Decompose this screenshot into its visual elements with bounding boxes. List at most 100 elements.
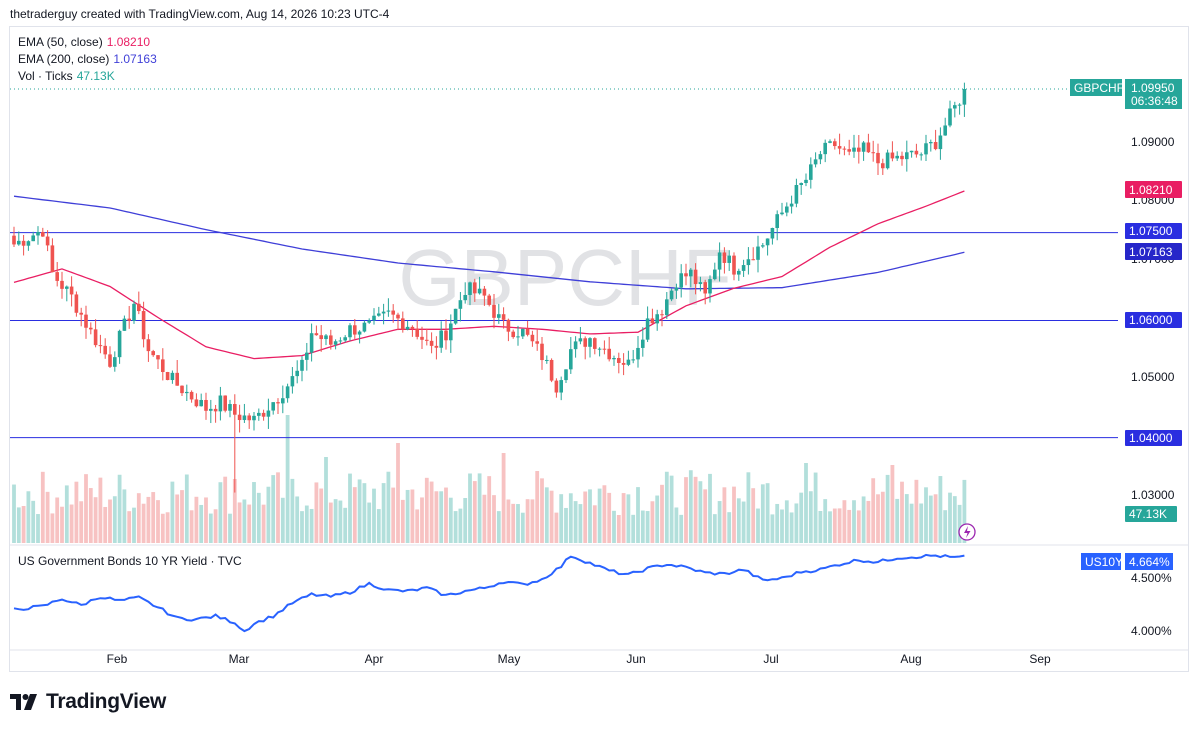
volume-bar [372,488,376,543]
volume-bar [900,481,904,543]
candle-body [458,300,463,309]
symbol-tag-bg [1070,79,1122,96]
candle [285,383,290,403]
lower-pane-title[interactable]: US Government Bonds 10 YR Yield · TVC [18,554,242,568]
candle [180,385,184,397]
time-axis-tick: Apr [365,652,384,666]
volume-bar [420,497,424,543]
tradingview-logo[interactable]: TradingView [10,690,166,714]
candle [228,399,232,418]
volume-bar [189,510,194,543]
volume-bar [679,514,684,543]
volume-bar [933,494,938,543]
volume-bar [914,479,919,543]
candle [122,315,127,331]
candle-body [453,308,458,324]
volume-bar [520,512,525,543]
candle-body [353,325,357,335]
candle [497,303,501,324]
candle [271,402,275,415]
candle-body [506,319,511,332]
candle-body [266,410,271,417]
legend-volume[interactable]: Vol · Ticks 47.13K [18,69,115,83]
volume-bar [832,508,837,543]
candle [65,285,69,302]
candle-body [669,290,674,300]
candle [41,227,45,237]
volume-bar [544,487,549,543]
candle-body [895,155,899,159]
candle [794,178,799,208]
candle [36,226,40,245]
level-tag-1: 1.07500 [1129,224,1173,238]
volume-bar [79,501,84,543]
candle [257,408,261,421]
candle-body [530,334,535,342]
candle [348,323,352,341]
volume-bar [784,500,789,543]
candle-body [650,318,655,324]
candle-body [569,349,573,370]
volume-bar [732,486,736,543]
candle [492,293,496,329]
volume-bar [775,503,780,543]
candle-body [281,398,285,404]
volume-bar [871,478,876,543]
candle [933,129,938,151]
candle-body [876,152,880,164]
volume-bar [448,497,453,543]
legend-ema50[interactable]: EMA (50, close) 1.08210 [18,35,150,49]
time-axis-tick: Jul [763,652,778,666]
candle-body [554,380,559,393]
candle-body [525,328,530,335]
candle [218,386,223,421]
candle [698,276,703,292]
candle [842,146,847,156]
volume-bar [439,491,444,543]
level-tag-2: 1.06000 [1129,313,1173,327]
candle-body [372,315,376,321]
candle [871,140,875,162]
candle [420,326,424,349]
candle-body [881,163,885,169]
volume-bar [660,484,664,543]
volume-bar [957,504,962,543]
candle [828,139,832,144]
candle [357,330,362,344]
candle [242,403,247,423]
candle [756,235,760,273]
volume-bar [823,499,828,543]
candle-body [223,395,227,411]
candle [602,340,607,355]
volume-bar [26,491,31,543]
volume-bar [444,487,448,543]
candle [405,320,410,331]
candle-body [487,295,491,305]
candle-body [559,380,563,393]
candle-body [410,326,415,329]
volume-bar [357,479,362,543]
candle [84,305,88,339]
volume-bar [84,474,88,543]
candle-body [12,235,16,245]
candle [650,308,655,324]
candle [554,378,559,398]
candle-body [890,152,895,159]
candle-body [434,345,439,348]
candle [55,261,59,287]
candle-body [957,104,962,106]
candle [103,338,107,359]
volume-bar [741,501,746,543]
legend-ema200[interactable]: EMA (200, close) 1.07163 [18,52,157,66]
candle-body [765,238,770,246]
ema200-line [13,195,965,290]
volume-bar [516,504,520,543]
candle-body [113,357,117,367]
volume-bar [352,487,357,543]
volume-bar [324,457,328,543]
candle-body [727,255,731,263]
legend-ema50-name: EMA (50, close) [18,35,103,49]
volume-bar [314,482,319,543]
volume-bar [636,487,640,543]
